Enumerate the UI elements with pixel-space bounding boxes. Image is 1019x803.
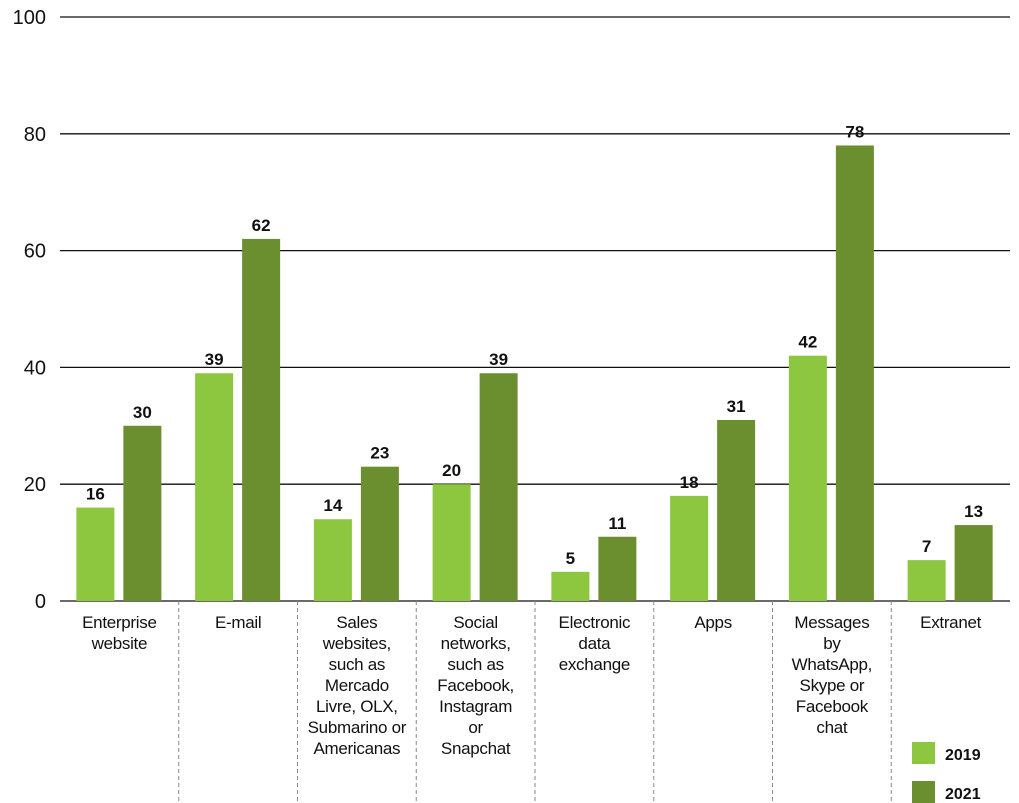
y-tick-label: 100: [13, 7, 46, 29]
bar: [242, 238, 281, 602]
bar: [76, 507, 115, 601]
x-tick-label: E-mail: [214, 613, 262, 632]
value-label: 39: [489, 350, 508, 369]
legend-label: 2019: [945, 747, 981, 764]
bar: [313, 519, 352, 601]
bar: [907, 560, 946, 601]
value-label: 23: [370, 444, 389, 463]
bar: [479, 373, 518, 601]
value-label: 16: [86, 485, 105, 504]
legend-label: 2021: [945, 786, 981, 803]
value-label: 42: [798, 333, 817, 352]
bar: [432, 484, 471, 601]
value-label: 7: [922, 537, 931, 556]
bar: [195, 373, 234, 601]
value-label: 78: [845, 122, 864, 141]
value-label: 13: [964, 502, 983, 521]
bar: [954, 525, 993, 601]
x-tick-label: Social networks, such as Facebook, Insta…: [437, 613, 514, 758]
value-label: 62: [252, 216, 271, 235]
y-tick-label: 0: [35, 591, 46, 613]
y-tick-label: 80: [24, 124, 46, 146]
bar: [551, 571, 590, 601]
legend-swatch: [912, 781, 935, 803]
bar: [788, 355, 827, 601]
bar: [123, 425, 162, 601]
x-tick-label: Sales websites, such as Mercado Livre, O…: [307, 613, 407, 758]
legend-swatch: [912, 742, 935, 764]
bar: [670, 495, 709, 601]
value-label: 14: [323, 496, 342, 515]
value-label: 31: [727, 397, 746, 416]
bar: [717, 419, 756, 601]
x-tick-label: Apps: [694, 613, 732, 632]
y-tick-label: 60: [24, 241, 46, 263]
x-tick-label: Enterprise website: [82, 613, 157, 653]
bar: [598, 536, 637, 601]
y-tick-label: 20: [24, 474, 46, 496]
value-label: 11: [608, 514, 626, 533]
x-tick-label: Electronic data exchange: [558, 613, 631, 674]
value-label: 30: [133, 403, 152, 422]
value-label: 5: [566, 549, 575, 568]
x-tick-label: Messages by WhatsApp, Skype or Facebook …: [791, 613, 873, 737]
value-label: 20: [442, 461, 461, 480]
bar: [835, 145, 874, 602]
y-tick-label: 40: [24, 357, 46, 379]
value-label: 39: [205, 350, 224, 369]
x-tick-label: Extranet: [920, 613, 982, 632]
value-label: 18: [680, 473, 699, 492]
bar: [360, 466, 399, 601]
